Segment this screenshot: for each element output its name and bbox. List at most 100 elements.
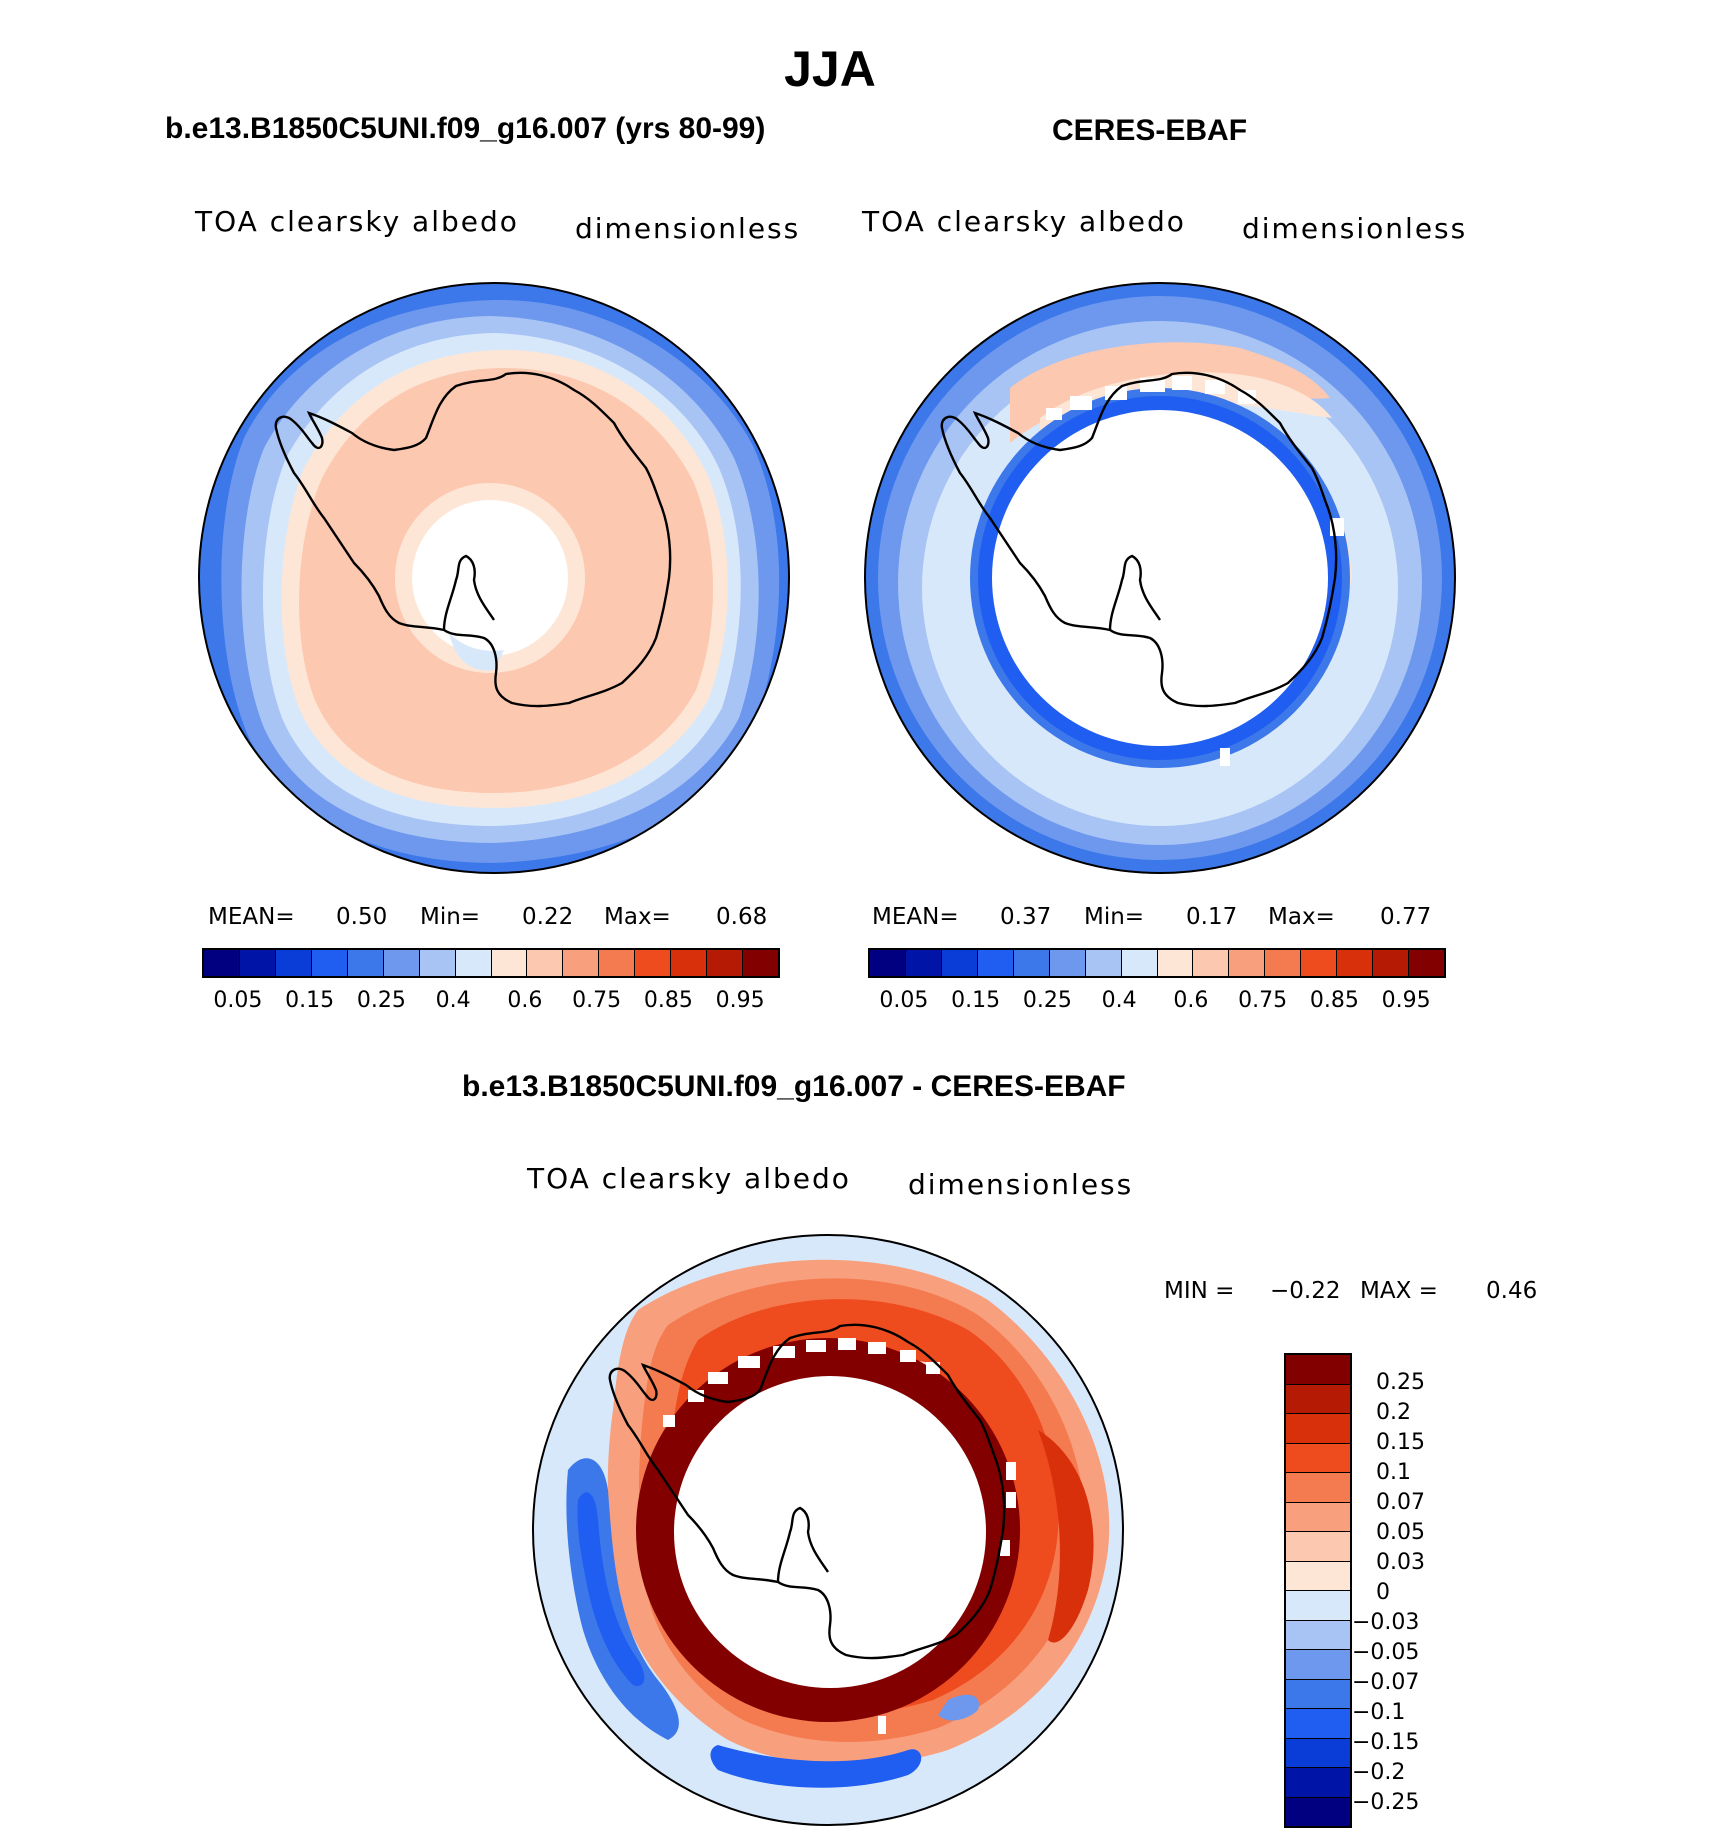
colorbar-swatch — [1286, 1650, 1350, 1680]
model-colorbar-ticks: 0.05 0.15 0.25 0.4 0.6 0.75 0.85 0.95 — [202, 988, 780, 1018]
colorbar-tick-label: 0.95 — [1381, 988, 1431, 1013]
colorbar-swatch — [419, 950, 456, 976]
colorbar-tick-label: 0.03 — [1376, 1550, 1425, 1575]
diff-max-label: MAX = — [1360, 1278, 1438, 1304]
colorbar-swatch — [1286, 1473, 1350, 1503]
colorbar-tick-label: 0.6 — [507, 988, 543, 1013]
obs-mean-label: MEAN= — [872, 904, 959, 930]
colorbar-tick-label: 0.25 — [1022, 988, 1072, 1013]
obs-max-label: Max= — [1268, 904, 1335, 930]
model-mean-value: 0.50 — [336, 904, 388, 930]
colorbar-swatch — [563, 950, 600, 976]
colorbar-swatch — [275, 950, 312, 976]
colorbar-swatch — [1286, 1502, 1350, 1532]
obs-min-value: 0.17 — [1186, 904, 1238, 930]
colorbar-tick-label: −0.25 — [1352, 1790, 1420, 1815]
colorbar-tick-label: 0.4 — [1101, 988, 1137, 1013]
colorbar-swatch — [1013, 950, 1050, 976]
colorbar-swatch — [635, 950, 672, 976]
colorbar-tick-label: 0.6 — [1173, 988, 1209, 1013]
model-stats: MEAN= 0.50 Min= 0.22 Max= 0.68 — [208, 904, 788, 934]
obs-mean-value: 0.37 — [1000, 904, 1052, 930]
colorbar-tick-label: 0.05 — [1376, 1520, 1425, 1545]
obs-stats: MEAN= 0.37 Min= 0.17 Max= 0.77 — [872, 904, 1452, 934]
colorbar-swatch — [1286, 1768, 1350, 1798]
colorbar-swatch — [1286, 1679, 1350, 1709]
colorbar-tick-label: 0.95 — [715, 988, 765, 1013]
colorbar-tick-label: 0.85 — [1309, 988, 1359, 1013]
obs-colorbar — [868, 948, 1446, 978]
colorbar-swatch — [1049, 950, 1086, 976]
colorbar-tick-label: −0.15 — [1352, 1730, 1420, 1755]
colorbar-swatch — [1286, 1355, 1350, 1385]
colorbar-tick-label: 0.85 — [643, 988, 693, 1013]
colorbar-swatch — [599, 950, 636, 976]
colorbar-swatch — [1286, 1797, 1350, 1826]
colorbar-tick-label: 0.25 — [1376, 1370, 1425, 1395]
colorbar-tick-label: 0.15 — [1376, 1430, 1425, 1455]
model-colorbar — [202, 948, 780, 978]
colorbar-swatch — [383, 950, 420, 976]
colorbar-tick-label: −0.07 — [1352, 1670, 1420, 1695]
colorbar-swatch — [527, 950, 564, 976]
colorbar-swatch — [1229, 950, 1266, 976]
model-polar-map — [198, 282, 790, 874]
colorbar-swatch — [977, 950, 1014, 976]
colorbar-swatch — [1085, 950, 1122, 976]
colorbar-swatch — [1286, 1561, 1350, 1591]
colorbar-swatch — [1265, 950, 1302, 976]
colorbar-tick-label: 0.75 — [1238, 988, 1288, 1013]
diff-colorbar — [1284, 1353, 1352, 1828]
colorbar-swatch — [1373, 950, 1410, 976]
colorbar-swatch — [1286, 1414, 1350, 1444]
colorbar-swatch — [1409, 950, 1444, 976]
diff-panel-title: b.e13.B1850C5UNI.f09_g16.007 - CERES-EBA… — [462, 1070, 1126, 1103]
colorbar-swatch — [1301, 950, 1338, 976]
model-max-value: 0.68 — [716, 904, 768, 930]
colorbar-swatch — [1286, 1443, 1350, 1473]
diff-colorbar-ticks: 0.25 0.2 0.15 0.1 0.07 0.05 0.03 0 −0.03 −0.05 −0.… — [1352, 1353, 1480, 1833]
obs-colorbar-ticks: 0.05 0.15 0.25 0.4 0.6 0.75 0.85 0.95 — [868, 988, 1446, 1018]
model-max-label: Max= — [604, 904, 671, 930]
colorbar-tick-label: 0.05 — [879, 988, 929, 1013]
colorbar-swatch — [870, 950, 906, 976]
diff-min-value: −0.22 — [1270, 1278, 1341, 1304]
obs-min-label: Min= — [1084, 904, 1145, 930]
colorbar-swatch — [1121, 950, 1158, 976]
model-variable-label: TOA clearsky albedo — [195, 205, 519, 238]
colorbar-swatch — [905, 950, 942, 976]
colorbar-swatch — [239, 950, 276, 976]
colorbar-swatch — [347, 950, 384, 976]
colorbar-tick-label: 0 — [1376, 1580, 1390, 1605]
colorbar-swatch — [1193, 950, 1230, 976]
diff-stats: MIN = −0.22 MAX = 0.46 — [1164, 1278, 1564, 1308]
colorbar-tick-label: 0.15 — [285, 988, 335, 1013]
colorbar-tick-label: 0.05 — [213, 988, 263, 1013]
colorbar-tick-label: 0.2 — [1376, 1400, 1411, 1425]
obs-max-value: 0.77 — [1380, 904, 1432, 930]
colorbar-swatch — [204, 950, 240, 976]
colorbar-tick-label: −0.03 — [1352, 1610, 1420, 1635]
obs-panel-title: CERES-EBAF — [1052, 114, 1248, 147]
model-mean-label: MEAN= — [208, 904, 295, 930]
figure-title: JJA — [784, 41, 876, 97]
colorbar-tick-label: 0.4 — [435, 988, 471, 1013]
model-min-label: Min= — [420, 904, 481, 930]
colorbar-swatch — [1286, 1591, 1350, 1621]
colorbar-tick-label: −0.1 — [1352, 1700, 1406, 1725]
colorbar-swatch — [743, 950, 778, 976]
colorbar-swatch — [1286, 1709, 1350, 1739]
model-panel-title: b.e13.B1850C5UNI.f09_g16.007 (yrs 80-99) — [165, 112, 766, 145]
diff-max-value: 0.46 — [1486, 1278, 1538, 1304]
model-units-label: dimensionless — [575, 212, 801, 245]
colorbar-swatch — [671, 950, 708, 976]
colorbar-swatch — [1157, 950, 1194, 976]
colorbar-tick-label: −0.2 — [1352, 1760, 1406, 1785]
diff-variable-label: TOA clearsky albedo — [527, 1162, 851, 1195]
colorbar-tick-label: −0.05 — [1352, 1640, 1420, 1665]
colorbar-tick-label: 0.25 — [356, 988, 406, 1013]
diff-min-label: MIN = — [1164, 1278, 1235, 1304]
colorbar-swatch — [311, 950, 348, 976]
colorbar-swatch — [1286, 1738, 1350, 1768]
colorbar-swatch — [491, 950, 528, 976]
